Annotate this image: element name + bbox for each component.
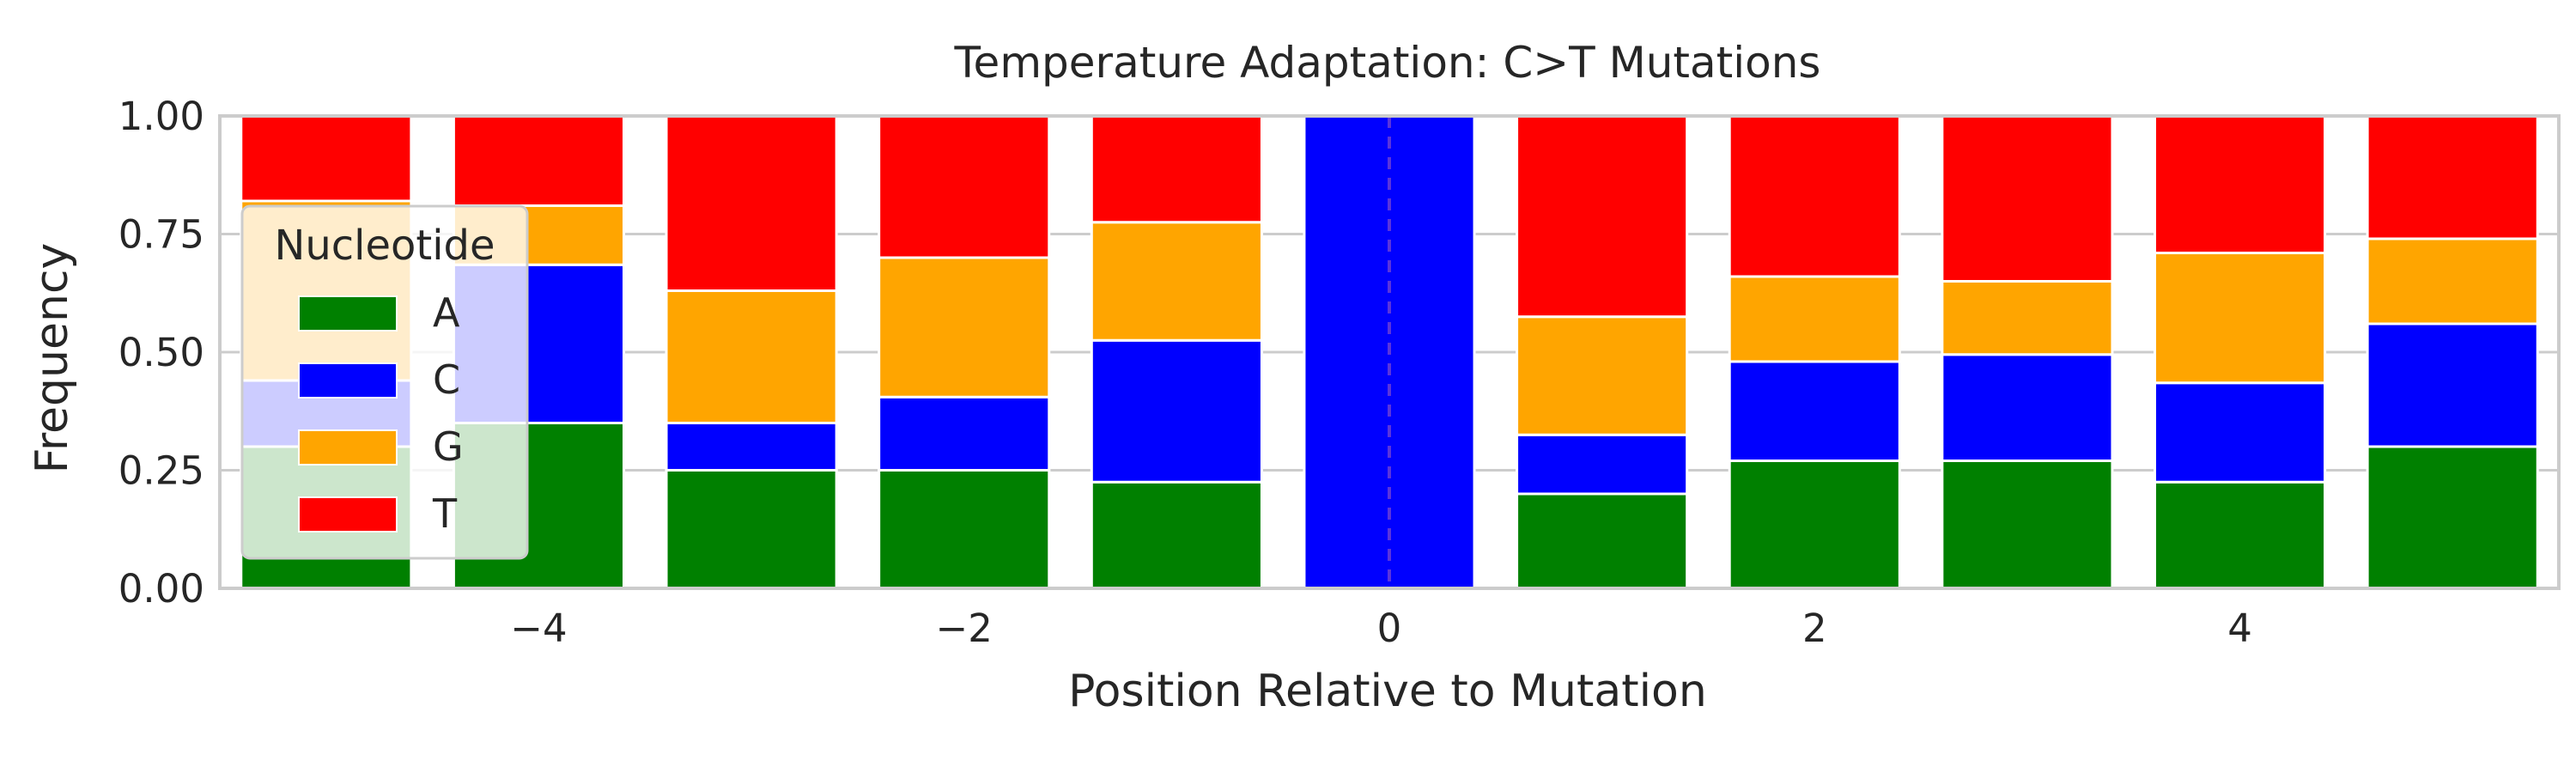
bar-G-pos-3	[1941, 280, 2114, 356]
x-tick-label-4: 4	[2227, 606, 2252, 651]
bar-A-pos-1	[1516, 492, 1689, 590]
bar-G-pos-5	[2366, 237, 2539, 326]
legend-swatch-T	[298, 496, 398, 533]
bar-C-pos--2	[878, 395, 1051, 472]
x-tick-label-3: 2	[1802, 606, 1827, 651]
legend-label-C: C	[433, 356, 460, 403]
y-tick-label-2: 0.50	[118, 330, 204, 375]
legend-swatch-G	[298, 429, 398, 466]
bar-T-pos-2	[1728, 114, 1901, 278]
bar-C-pos--3	[665, 422, 838, 472]
y-axis-ticks: 0.00 0.25 0.50 0.75 1.00	[118, 94, 204, 612]
x-tick-label-2: 0	[1377, 606, 1402, 651]
bar-C-pos-4	[2153, 381, 2327, 484]
legend-swatch-C	[298, 362, 398, 399]
bar-G-pos--1	[1090, 221, 1263, 342]
bar-A-pos-5	[2366, 445, 2539, 590]
legend-label-A: A	[433, 289, 460, 336]
bar-T-pos-5	[2366, 114, 2539, 240]
y-tick-label-0: 0.00	[118, 566, 204, 612]
bar-G-pos--2	[878, 256, 1051, 399]
bar-G-pos--3	[665, 289, 838, 424]
x-axis-label: Position Relative to Mutation	[1068, 666, 1707, 717]
bar-A-pos--2	[878, 469, 1051, 590]
bar-T-pos-1	[1516, 114, 1689, 319]
legend-title: Nucleotide	[274, 222, 495, 270]
bar-T-pos--4	[452, 114, 626, 207]
bar-T-pos-4	[2153, 114, 2327, 254]
bar-G-pos-4	[2153, 252, 2327, 385]
bar-A-pos-4	[2153, 480, 2327, 590]
chart-title: Temperature Adaptation: C>T Mutations	[954, 38, 1821, 88]
legend-label-T: T	[432, 490, 458, 537]
bar-G-pos-2	[1728, 275, 1901, 363]
bar-A-pos--1	[1090, 480, 1263, 590]
bar-T-pos-3	[1941, 114, 2114, 283]
x-axis-ticks: −4 −2 0 2 4	[510, 606, 2252, 651]
x-tick-label-0: −4	[510, 606, 567, 651]
bar-C-pos-3	[1941, 353, 2114, 462]
y-axis-label: Frequency	[27, 243, 78, 474]
bar-G-pos-1	[1516, 315, 1689, 436]
bar-A-pos-3	[1941, 460, 2114, 590]
bar-T-pos--5	[240, 114, 413, 203]
y-tick-label-1: 0.25	[118, 448, 204, 494]
bar-C-pos-1	[1516, 433, 1689, 496]
legend-label-G: G	[433, 423, 464, 470]
y-tick-label-3: 0.75	[118, 212, 204, 258]
y-tick-label-4: 1.00	[118, 94, 204, 139]
bar-T-pos--3	[665, 114, 838, 292]
bar-A-pos--3	[665, 469, 838, 590]
plot-frame	[218, 114, 2561, 590]
bar-A-pos-2	[1728, 460, 1901, 590]
bar-T-pos--1	[1090, 114, 1263, 224]
bar-T-pos--2	[878, 114, 1051, 259]
bar-C-pos-2	[1728, 360, 1901, 462]
bar-C-pos-5	[2366, 322, 2539, 448]
legend-swatch-A	[298, 295, 398, 332]
x-tick-label-1: −2	[936, 606, 993, 651]
bar-C-pos--1	[1090, 338, 1263, 484]
